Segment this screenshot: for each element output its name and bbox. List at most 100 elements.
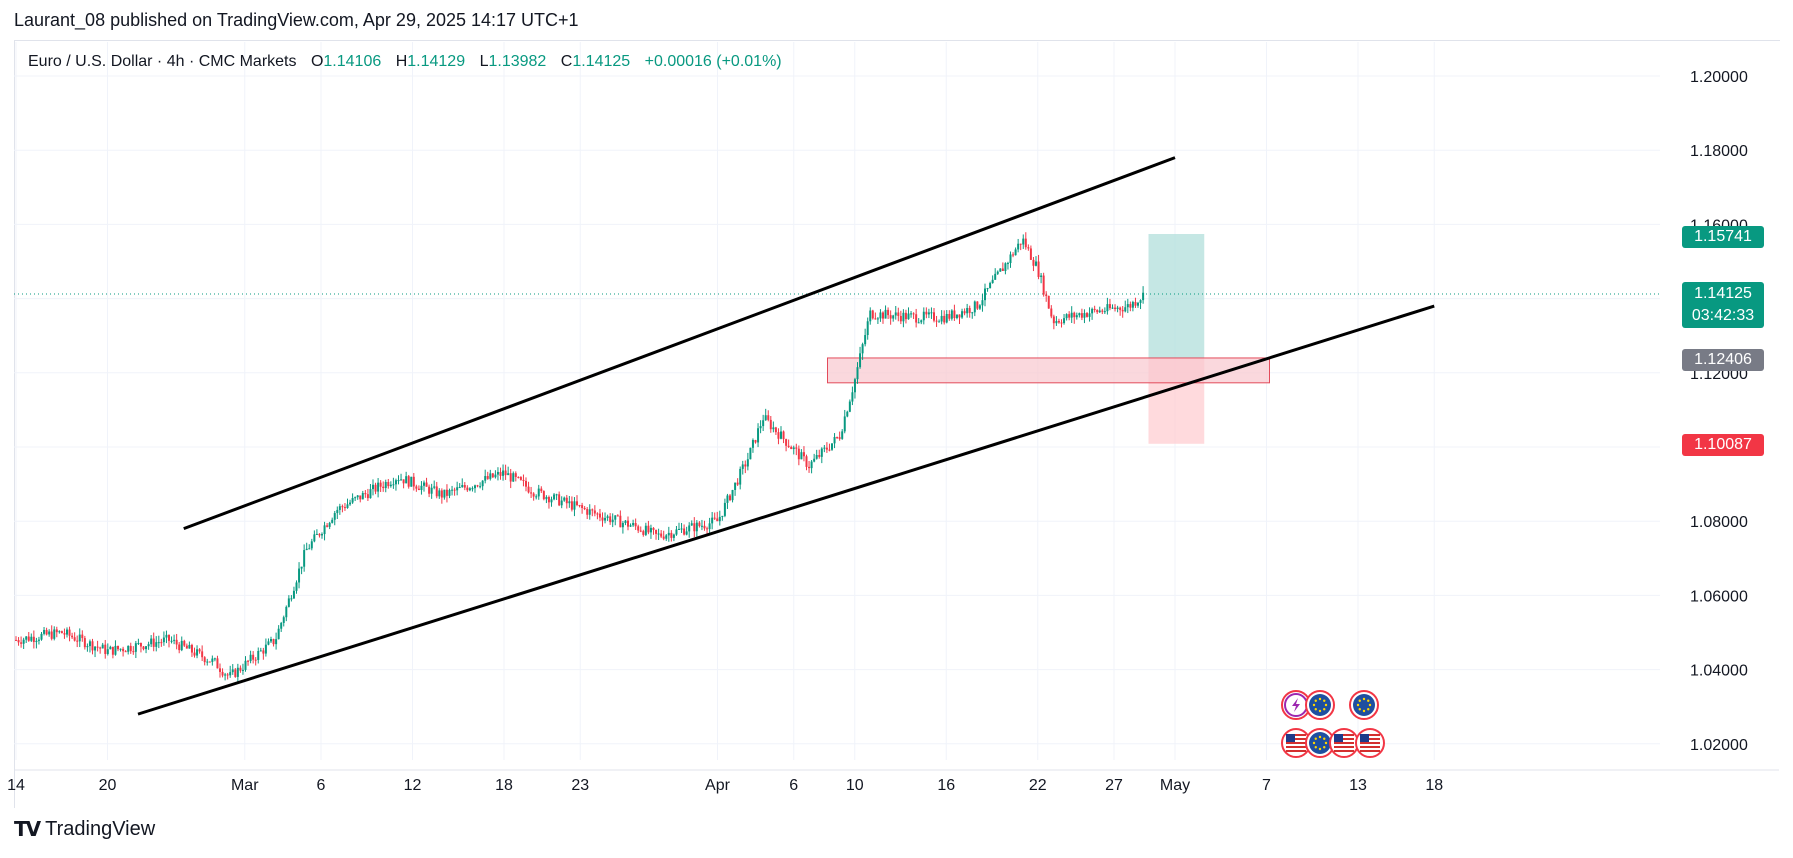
candle-body: [910, 313, 913, 315]
candle-body: [323, 525, 326, 535]
candle-body: [496, 471, 499, 475]
candle-body: [305, 548, 308, 551]
candle: [553, 493, 556, 501]
candle: [71, 632, 74, 640]
candle-body: [968, 307, 971, 313]
candle: [522, 474, 525, 487]
candle-body: [384, 481, 387, 489]
candle-body: [277, 628, 280, 640]
candle-body: [456, 487, 459, 491]
candle-body: [346, 504, 349, 509]
candle-body: [481, 480, 484, 487]
candle: [155, 636, 158, 652]
candle: [611, 513, 614, 528]
candle: [948, 310, 951, 321]
candle: [757, 423, 760, 448]
candle: [810, 459, 813, 474]
candle: [984, 283, 986, 307]
candle-body: [808, 466, 811, 469]
candle: [570, 496, 573, 512]
candle: [1029, 245, 1032, 260]
candle: [185, 643, 188, 649]
candle: [272, 638, 275, 647]
candle: [119, 648, 122, 652]
candle: [1019, 243, 1022, 251]
candle-body: [499, 471, 502, 476]
candle: [451, 485, 454, 496]
candle: [504, 464, 507, 480]
candle: [887, 307, 890, 319]
time-axis: 14 20 Mar 6 12 18 23 Apr 6 10 16 22 27 May 7 13 18: [7, 769, 1779, 794]
candle: [961, 308, 964, 319]
bar-countdown: 03:42:33: [1691, 307, 1755, 324]
candle-body: [596, 513, 599, 515]
candle-body: [889, 315, 892, 319]
candle-body: [754, 440, 757, 443]
candle: [1078, 312, 1081, 318]
candle-body: [300, 566, 303, 569]
candle: [1137, 301, 1139, 308]
candle-body: [907, 313, 910, 320]
candle: [764, 408, 767, 421]
candle: [389, 481, 392, 488]
candle: [499, 467, 502, 480]
candle-body: [412, 476, 415, 487]
candle: [377, 478, 380, 498]
candle: [213, 657, 216, 662]
candle: [785, 438, 788, 452]
candle-body: [698, 522, 701, 527]
candle: [943, 310, 946, 325]
candle: [1114, 304, 1117, 312]
candle-body: [621, 522, 624, 528]
candle-body: [736, 482, 739, 485]
candle: [178, 642, 181, 654]
candle-body: [484, 476, 487, 481]
candle: [1093, 305, 1096, 313]
candle-body: [213, 658, 216, 660]
candle-body: [1098, 310, 1101, 313]
candle: [402, 479, 405, 489]
candle: [124, 650, 127, 653]
candle-body: [420, 485, 423, 490]
candle-body: [354, 497, 357, 499]
candle-body: [542, 491, 545, 500]
candle: [1088, 307, 1091, 322]
candle-body: [568, 501, 571, 504]
candle-body: [48, 631, 51, 635]
candle-body: [234, 669, 237, 677]
candle-body: [688, 525, 691, 532]
candle-body: [565, 497, 568, 504]
candle: [127, 645, 130, 655]
candle-body: [336, 509, 339, 514]
candle-body: [836, 437, 839, 439]
candle-body: [1001, 268, 1004, 272]
candle-body: [109, 646, 112, 650]
candle-body: [665, 535, 668, 539]
candle: [1134, 297, 1137, 308]
candle: [514, 471, 517, 482]
candle: [568, 495, 571, 508]
candle-body: [315, 533, 318, 535]
candle: [369, 484, 372, 499]
candle: [25, 636, 28, 644]
candle: [407, 474, 410, 489]
candle-body: [825, 447, 828, 450]
candle: [32, 630, 35, 649]
candle: [20, 636, 23, 648]
candle: [170, 636, 173, 644]
candle: [657, 528, 660, 541]
candle-body: [443, 489, 446, 498]
candle-body: [1050, 308, 1053, 317]
candle: [912, 312, 915, 320]
candle: [591, 508, 594, 517]
footer-brand[interactable]: 𝗧𝗩 TradingView: [14, 817, 155, 842]
candle: [394, 478, 397, 491]
candle-body: [1035, 261, 1037, 266]
candle: [224, 672, 227, 681]
candle-body: [290, 598, 293, 600]
candle-body: [741, 464, 744, 469]
candle-body: [448, 489, 451, 496]
candle-body: [647, 525, 650, 533]
eu-flag-icon: [1305, 690, 1335, 720]
